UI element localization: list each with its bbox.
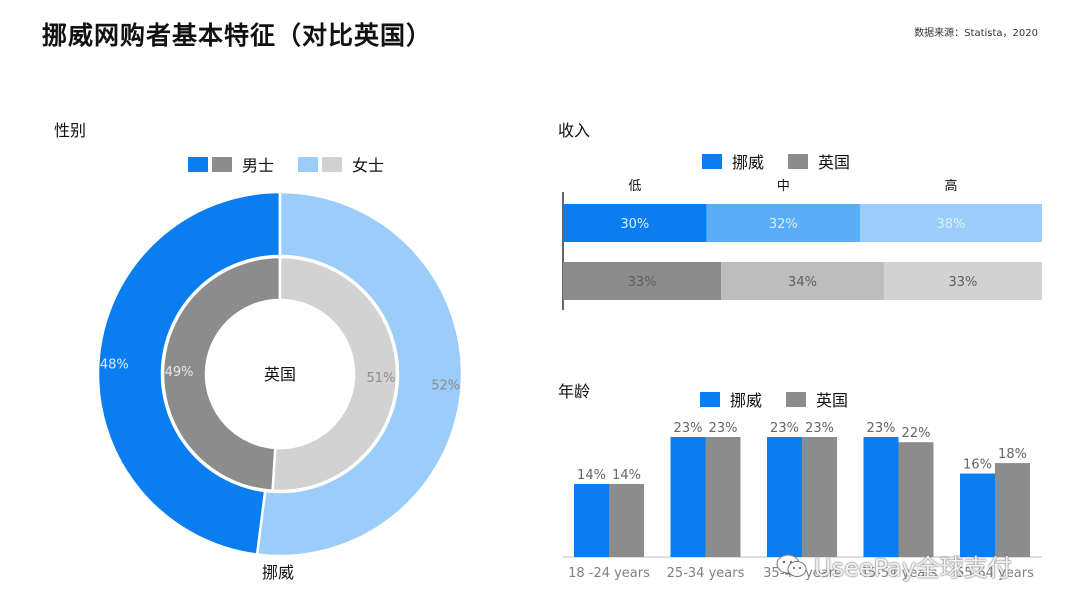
legend-label-female: 女士 — [352, 156, 385, 175]
age-value-uk-1: 23% — [709, 421, 738, 436]
legend-swatch-uk — [788, 153, 809, 169]
income-bar-uk-2 — [883, 262, 1042, 300]
income-value-norway-2: 38% — [937, 217, 966, 232]
legend-swatch-uk-female — [322, 156, 343, 172]
income-bar-uk-0 — [563, 262, 722, 300]
income-bar-uk-1 — [721, 262, 884, 300]
income-value-norway-1: 32% — [769, 217, 798, 232]
income-level-1: 中 — [777, 179, 790, 194]
income-value-norway-0: 30% — [620, 217, 649, 232]
legend-label-male: 男士 — [242, 156, 275, 175]
legend-label-uk: 英国 — [816, 391, 849, 410]
legend-label-norway: 挪威 — [732, 153, 765, 172]
age-bar-norway-3 — [863, 437, 899, 557]
donut-slice-uk-female — [271, 255, 399, 493]
age-value-uk-0: 14% — [612, 468, 641, 483]
age-panel-label: 年龄 — [558, 382, 591, 401]
age-category-1: 25-34 years — [667, 566, 745, 581]
age-value-norway-0: 14% — [577, 468, 606, 483]
income-bar-norway-2 — [859, 204, 1042, 242]
age-bar-norway-2 — [767, 437, 802, 557]
age-value-norway-4: 16% — [963, 458, 992, 473]
source-note: 数据来源：Statista，2020 — [914, 28, 1038, 39]
age-bar-norway-1 — [670, 437, 706, 557]
income-legend: 挪威 英国 — [702, 149, 850, 173]
age-bar-uk-1 — [705, 437, 741, 557]
donut-center-label: 英国 — [264, 365, 296, 384]
income-value-uk-2: 33% — [949, 275, 978, 290]
income-bar-norway-1 — [706, 204, 860, 242]
age-bar-norway-4 — [960, 473, 995, 557]
age-category-3: 45-54 years — [860, 566, 938, 581]
legend-swatch-uk-male — [212, 156, 232, 172]
age-bar-uk-2 — [802, 437, 837, 557]
legend-swatch-norway-male — [188, 156, 208, 172]
legend-label-norway: 挪威 — [730, 391, 763, 410]
legend-label-uk: 英国 — [818, 153, 851, 172]
donut-slice-uk-male — [161, 255, 282, 493]
age-category-4: 55-64 years — [956, 566, 1034, 581]
gender-panel-label: 性别 — [54, 121, 87, 140]
income-level-2: 高 — [944, 178, 957, 194]
wechat-icon — [776, 554, 807, 577]
age-category-0: 18 -24 years — [568, 566, 650, 581]
age-value-uk-3: 22% — [902, 426, 931, 441]
donut-label-norway-male: 48% — [100, 358, 129, 373]
age-value-norway-2: 23% — [770, 421, 799, 436]
legend-swatch-norway-female — [298, 156, 319, 172]
age-bar-norway-0 — [574, 483, 609, 557]
watermark: UseePay全球支付 — [776, 548, 1012, 583]
donut-label-uk-female: 51% — [366, 371, 395, 386]
age-value-norway-3: 23% — [867, 421, 896, 436]
age-bar-uk-0 — [609, 483, 644, 557]
age-value-uk-2: 23% — [805, 421, 834, 436]
income-value-uk-0: 33% — [628, 275, 657, 290]
age-value-norway-1: 23% — [674, 421, 703, 436]
legend-swatch-norway — [702, 153, 722, 169]
donut-label-uk-male: 49% — [165, 365, 194, 380]
age-legend: 挪威 英国 — [700, 387, 848, 411]
income-bar-norway-0 — [563, 204, 707, 242]
page-title: 挪威网购者基本特征（对比英国） — [42, 21, 433, 50]
gender-legend: 男士 女士 — [188, 152, 384, 176]
legend-swatch-norway — [700, 391, 720, 407]
income-value-uk-1: 34% — [788, 275, 817, 290]
age-bar-uk-4 — [995, 463, 1030, 557]
age-bar-uk-3 — [898, 442, 934, 557]
legend-swatch-uk — [786, 391, 807, 407]
donut-label-norway-female: 52% — [431, 378, 460, 393]
watermark-text: UseePay全球支付 — [814, 554, 1012, 582]
income-level-0: 低 — [628, 179, 641, 194]
income-panel-label: 收入 — [558, 121, 591, 140]
donut-outer-label: 挪威 — [262, 563, 294, 582]
age-value-uk-4: 18% — [998, 447, 1027, 462]
